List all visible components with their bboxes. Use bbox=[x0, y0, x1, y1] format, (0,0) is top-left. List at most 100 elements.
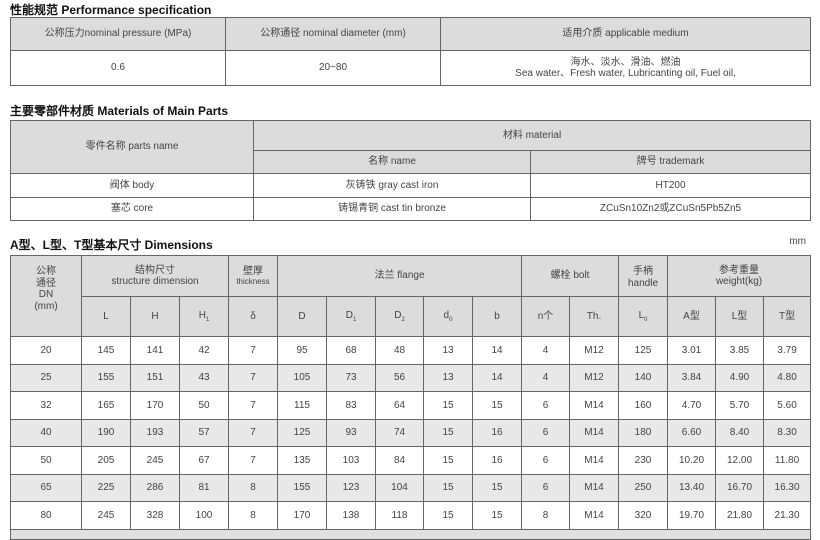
table-cell: 14 bbox=[471, 363, 523, 392]
table-cell: 67 bbox=[179, 446, 229, 475]
table-cell: 16 bbox=[471, 446, 523, 475]
table-cell: 15 bbox=[423, 391, 473, 420]
table-cell: 43 bbox=[179, 363, 229, 392]
table-cell: 8 bbox=[228, 473, 278, 502]
table-cell: 50 bbox=[179, 391, 229, 420]
table-cell: 11.80 bbox=[763, 446, 812, 475]
handle-cn: 手柄 bbox=[633, 266, 654, 277]
medium-en: Sea water、Fresh water, Lubricanting oil,… bbox=[515, 68, 736, 79]
table-cell: M12 bbox=[569, 336, 620, 365]
table-cell: 15 bbox=[423, 501, 473, 530]
table-cell: 125 bbox=[618, 336, 669, 365]
table-row: 65 225 286 81 8 155 123 104 15 15 6 M14 250 13.40 16.7… bbox=[10, 473, 812, 502]
material-name-cell: 铸锡青铜 cast tin bronze bbox=[253, 197, 531, 221]
table-cell: 3.01 bbox=[667, 336, 717, 365]
table-cell: 7 bbox=[228, 336, 278, 365]
table-cell: 125 bbox=[277, 418, 327, 447]
table-cell: 328 bbox=[130, 501, 180, 530]
diameter-header: 公称通径 nominal diameter (mm) bbox=[225, 17, 441, 51]
col-d0: d0 bbox=[423, 296, 473, 337]
table-cell: 21.30 bbox=[763, 501, 812, 530]
table-cell: 103 bbox=[326, 446, 376, 475]
table-cell: 8 bbox=[521, 501, 571, 530]
materials-table: 零件名称 parts name 材料 material 名称 name 牌号 t… bbox=[10, 120, 812, 221]
col-D1-sub: 1 bbox=[352, 316, 357, 323]
table-cell: M14 bbox=[569, 418, 620, 447]
materials-title: 主要零部件材质 Materials of Main Parts bbox=[10, 104, 229, 118]
table-cell: 6 bbox=[521, 473, 571, 502]
table-cell: 4 bbox=[521, 363, 571, 392]
table-cell: 4.80 bbox=[763, 363, 812, 392]
table-cell: 4.90 bbox=[715, 363, 765, 392]
pressure-value: 0.6 bbox=[10, 50, 226, 86]
medium-value: 海水、淡水、滑油、燃油 Sea water、Fresh water, Lubric… bbox=[440, 50, 811, 86]
table-cell: 135 bbox=[277, 446, 327, 475]
col-D: D bbox=[277, 296, 327, 337]
col-H1-sub: 1 bbox=[205, 316, 210, 323]
table-cell: 42 bbox=[179, 336, 229, 365]
handle-header: 手柄 handle bbox=[618, 255, 669, 297]
table-row: 20 145 141 42 7 95 68 48 13 14 4 M12 125 3.01 3.85 3.79 bbox=[10, 336, 812, 365]
table-cell: 83 bbox=[326, 391, 376, 420]
table-cell: 5.60 bbox=[763, 391, 812, 420]
table-cell: 57 bbox=[179, 418, 229, 447]
table-cell: 64 bbox=[375, 391, 424, 420]
pressure-header: 公称压力nominal pressure (MPa) bbox=[10, 17, 226, 51]
table-cell: 6 bbox=[521, 446, 571, 475]
table-row: 塞芯 core 铸锡青铜 cast tin bronze ZCuSn10Zn2或… bbox=[10, 197, 812, 221]
table-cell: 15 bbox=[423, 473, 473, 502]
col-delta: δ bbox=[228, 296, 278, 337]
table-cell: 3.79 bbox=[763, 336, 812, 365]
unit-label: mm bbox=[789, 236, 806, 247]
col-d0-sub: 0 bbox=[449, 316, 453, 323]
table-row: 阀体 body 灰铸铁 gray cast iron HT200 bbox=[10, 173, 812, 198]
table-cell: 16.30 bbox=[763, 473, 812, 502]
table-cell: 6.60 bbox=[667, 418, 717, 447]
table-cell: 13 bbox=[423, 336, 473, 365]
thickness-header: 壁厚 thickness bbox=[228, 255, 278, 297]
col-n: n个 bbox=[521, 296, 571, 337]
table-cell: 7 bbox=[228, 391, 278, 420]
col-D2-label: D bbox=[394, 309, 402, 321]
table-cell: 7 bbox=[228, 363, 278, 392]
table-cell: 10.20 bbox=[667, 446, 717, 475]
col-D2: D2 bbox=[375, 296, 424, 337]
table-cell: 20 bbox=[10, 336, 82, 365]
table-row: 25 155 151 43 7 105 73 56 13 14 4 M12 140 3.84 4.90 4.8… bbox=[10, 363, 812, 392]
table-cell: 170 bbox=[277, 501, 327, 530]
table-cell: 145 bbox=[81, 336, 131, 365]
table-cell: 141 bbox=[130, 336, 180, 365]
table-cell: 140 bbox=[618, 363, 669, 392]
table-cell: 32 bbox=[10, 391, 82, 420]
table-cell: 155 bbox=[277, 473, 327, 502]
weight-cn: 参考重量 bbox=[719, 264, 760, 276]
table-cell: 40 bbox=[10, 418, 82, 447]
table-cell: 16 bbox=[471, 418, 523, 447]
col-H: H bbox=[130, 296, 180, 337]
table-cell: 5.70 bbox=[715, 391, 765, 420]
col-D1: D1 bbox=[326, 296, 376, 337]
table-cell: 6 bbox=[521, 418, 571, 447]
table-cell: 50 bbox=[10, 446, 82, 475]
table-cell: 138 bbox=[326, 501, 376, 530]
table-cell: 95 bbox=[277, 336, 327, 365]
performance-title: 性能规范 Performance specification bbox=[10, 3, 212, 17]
table-cell: 193 bbox=[130, 418, 180, 447]
table-cell: 7 bbox=[228, 446, 278, 475]
table-row: 50 205 245 67 7 135 103 84 15 16 6 M14 230 10.20 12.00… bbox=[10, 446, 812, 475]
table-cell: 205 bbox=[81, 446, 131, 475]
col-A: A型 bbox=[667, 296, 717, 337]
col-L0-label: L bbox=[638, 309, 645, 321]
table-cell: 151 bbox=[130, 363, 180, 392]
col-L0: L0 bbox=[618, 296, 669, 337]
table-cell: 170 bbox=[130, 391, 180, 420]
table-cell: 93 bbox=[326, 418, 376, 447]
table-cell: 100 bbox=[179, 501, 229, 530]
table-cell: 230 bbox=[618, 446, 669, 475]
material-header: 材料 material bbox=[252, 120, 812, 151]
bolt-header: 螺栓 bolt bbox=[521, 255, 620, 297]
table-cell: 104 bbox=[375, 473, 424, 502]
part-cell: 阀体 body bbox=[10, 173, 254, 198]
table-cell: 15 bbox=[423, 418, 473, 447]
table-cell: 4 bbox=[521, 336, 571, 365]
